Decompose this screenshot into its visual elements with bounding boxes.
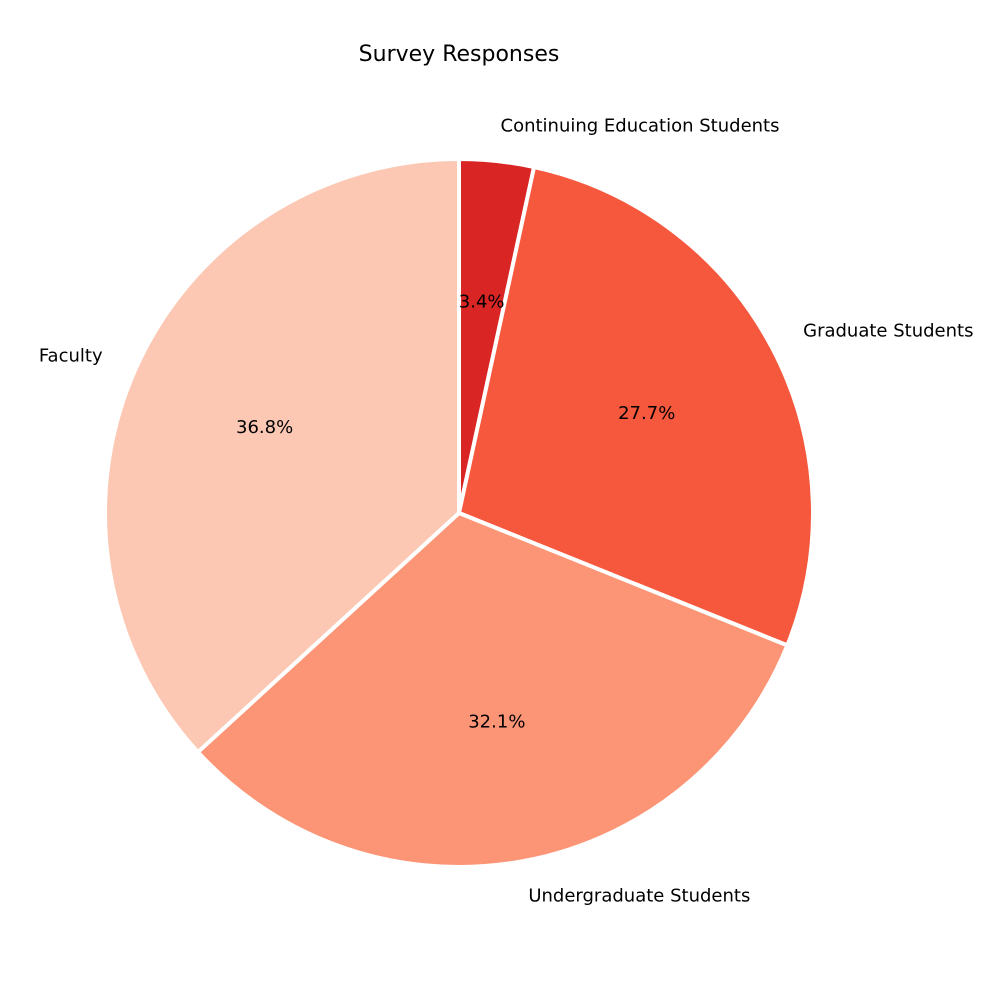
pie-slice-graduate-students bbox=[457, 165, 815, 648]
chart-title: Survey Responses bbox=[359, 42, 560, 67]
pie-slices bbox=[102, 157, 815, 869]
pie-category-label-continuing-education-students: Continuing Education Students bbox=[501, 115, 780, 136]
pie-slice-faculty bbox=[102, 157, 461, 755]
pie-category-label-faculty: Faculty bbox=[39, 346, 103, 367]
pie-pct-label-undergraduate-students: 32.1% bbox=[468, 712, 525, 733]
pie-slice-undergraduate-students bbox=[195, 511, 790, 869]
pie-pct-label-graduate-students: 27.7% bbox=[618, 403, 675, 424]
pie-pct-label-faculty: 36.8% bbox=[236, 417, 293, 438]
pie-category-label-graduate-students: Graduate Students bbox=[803, 320, 973, 341]
pie-category-label-undergraduate-students: Undergraduate Students bbox=[528, 886, 750, 907]
pie-pct-label-continuing-education-students: 3.4% bbox=[459, 291, 505, 312]
pie-labels: 3.4% Continuing Education Students 27.7% Gr… bbox=[39, 115, 974, 906]
